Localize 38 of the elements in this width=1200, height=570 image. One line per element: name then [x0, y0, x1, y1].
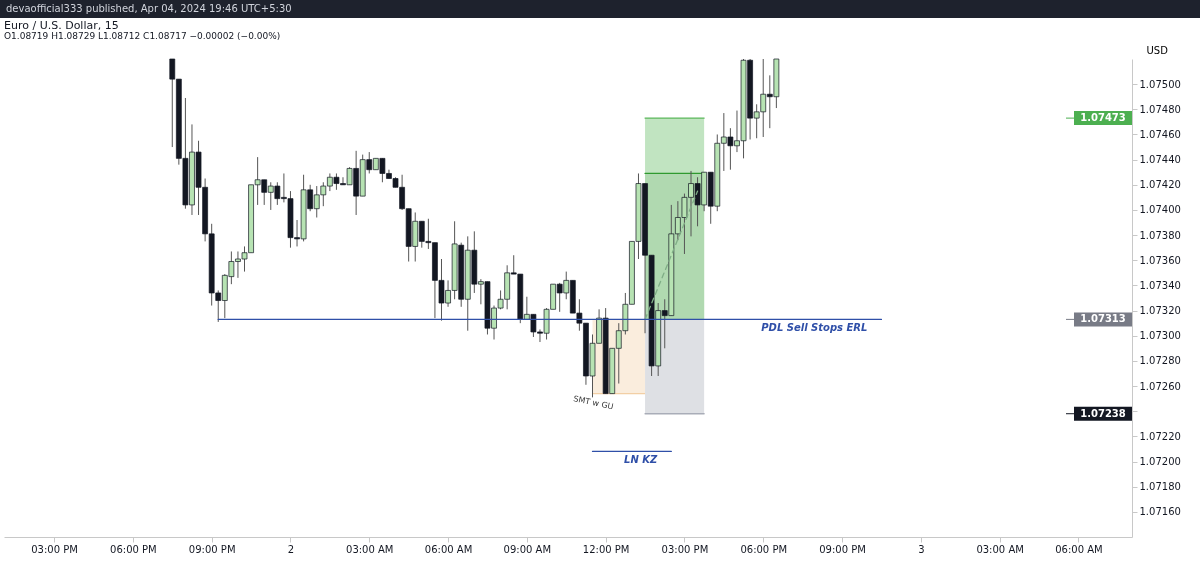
y-tick-label: 1.07320 — [1139, 305, 1181, 317]
x-tick-label: 09:00 AM — [503, 543, 552, 555]
y-tick-label: 1.07400 — [1139, 204, 1181, 216]
y-tick-label: 1.07300 — [1139, 330, 1181, 342]
y-tick-label: 1.07220 — [1139, 430, 1181, 442]
x-tick-label: 09:00 PM — [819, 543, 866, 555]
y-tick-label: 1.07160 — [1139, 506, 1181, 518]
x-tick-label: 03:00 PM — [661, 543, 709, 555]
y-tick-label: 1.07360 — [1139, 254, 1181, 266]
series-label: PDL Sell Stops ERL — [761, 322, 868, 334]
x-tick-label: 03:00 AM — [346, 543, 394, 555]
y-tick-label: 1.07380 — [1139, 229, 1181, 241]
y-axis-title: USD — [1146, 44, 1169, 56]
y-tick-label: 1.07340 — [1139, 279, 1181, 291]
annotation: SMT w GU — [572, 394, 615, 412]
y-tick-label: 1.07420 — [1139, 179, 1181, 191]
x-tick-label: 06:00 AM — [424, 543, 473, 555]
y-tick-label: 1.07180 — [1139, 481, 1181, 493]
y-tick-label: 1.07280 — [1139, 355, 1181, 367]
text: devaofficial333 published, Apr 04, 2024 19:46 UTC+5:30 — [0, 0, 1200, 18]
x-tick-label: 06:00 AM — [1055, 543, 1103, 555]
x-tick-label: 03:00 AM — [976, 543, 1024, 555]
x-tick-label: 3 — [918, 543, 925, 555]
chart-title: Euro / U.S. Dollar, 15 — [4, 19, 119, 32]
x-tick-label: 06:00 PM — [740, 543, 788, 555]
x-tick-label: 03:00 PM — [31, 543, 78, 555]
series-label: LN KZ — [624, 454, 659, 466]
y-tick-label: 1.07480 — [1139, 103, 1181, 115]
x-tick-label: 09:00 PM — [188, 543, 236, 555]
x-tick-label: 12:00 PM — [582, 543, 630, 555]
y-tick-label: 1.07260 — [1139, 380, 1181, 392]
y-tick-label: 1.07440 — [1139, 154, 1181, 166]
chart-subtitle: O1.08719 H1.08729 L1.08712 C1.08717 −0.00002 (−0.00%) — [4, 31, 281, 41]
y-tick-label: 1.07500 — [1139, 78, 1181, 90]
y-tick-label: 1.07460 — [1139, 128, 1181, 140]
x-tick-label: 2 — [287, 543, 295, 555]
y-tick-label: 1.07200 — [1139, 456, 1181, 468]
x-tick-label: 06:00 PM — [110, 543, 157, 555]
